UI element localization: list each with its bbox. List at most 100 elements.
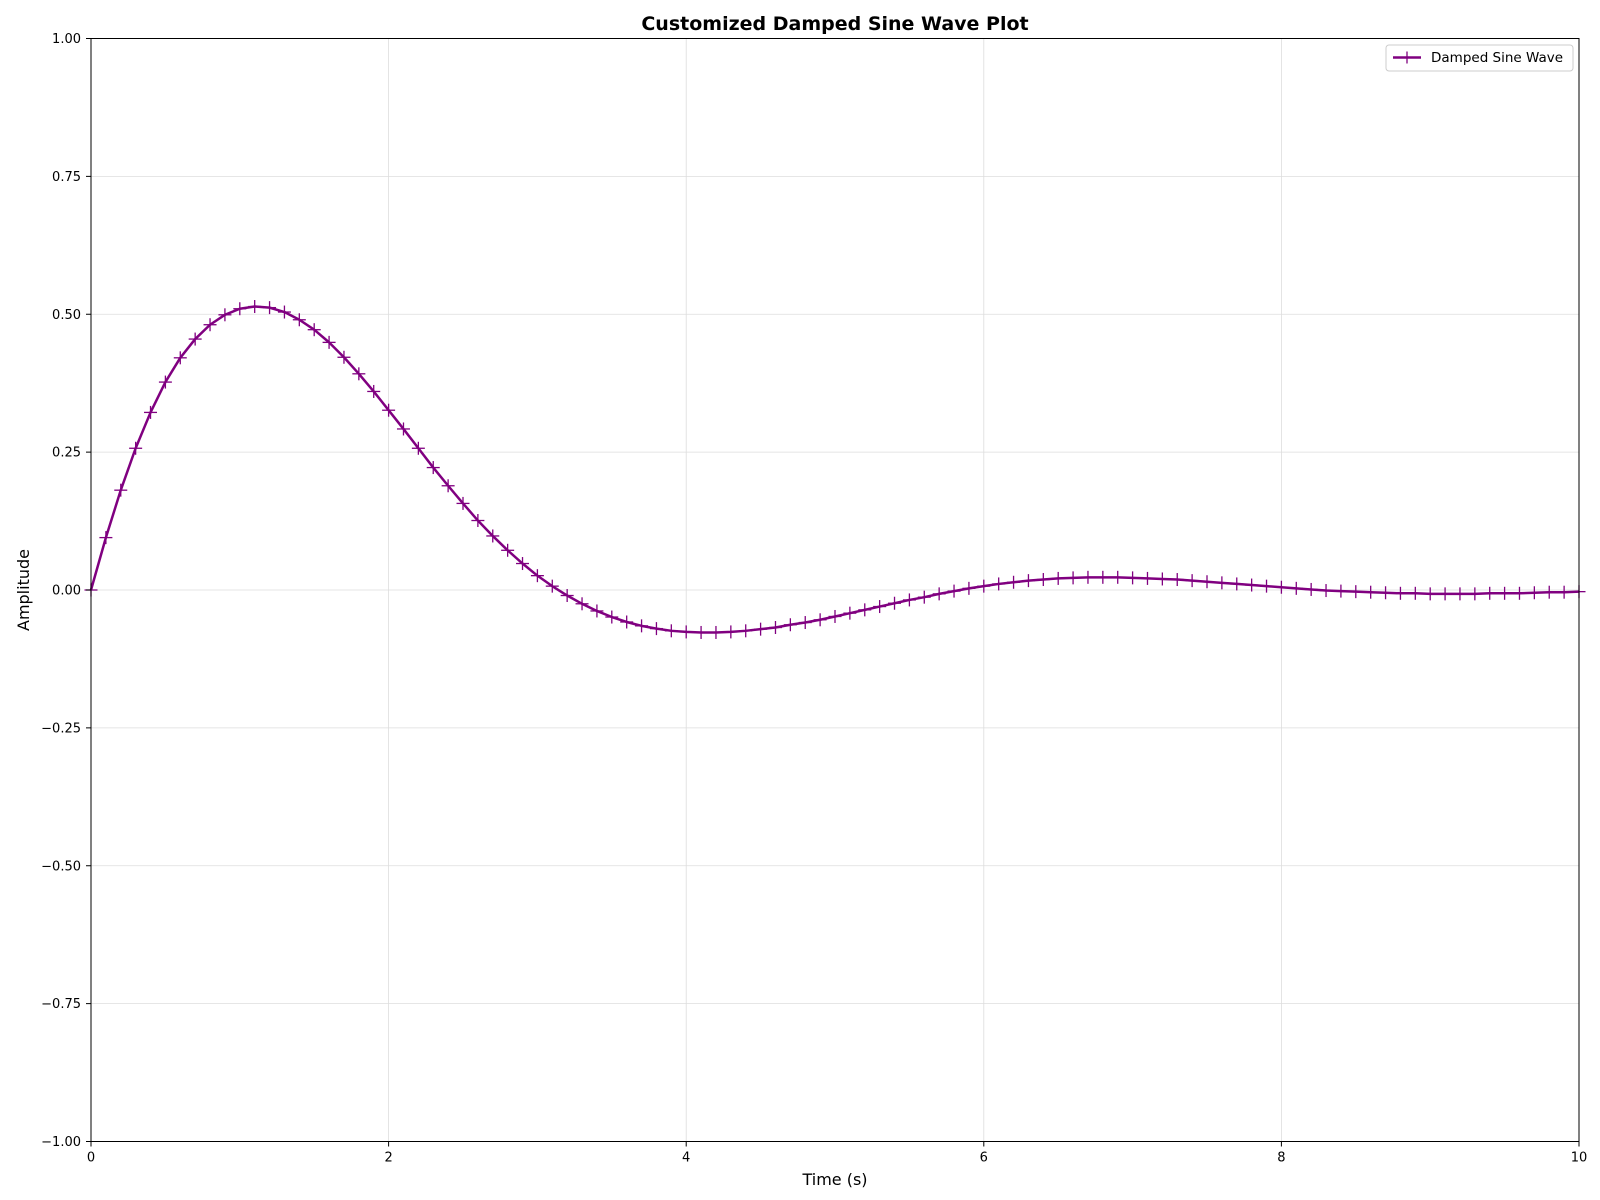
data-point-marker <box>962 581 976 595</box>
data-point-marker <box>813 613 827 627</box>
y-tick-label: 0.50 <box>52 308 81 323</box>
data-point-marker <box>1423 587 1437 601</box>
data-point-marker <box>1512 586 1526 600</box>
data-point-marker <box>1498 586 1512 600</box>
x-tick-label: 0 <box>87 1151 95 1166</box>
x-tick-label: 8 <box>1277 1151 1285 1166</box>
data-point-marker <box>1081 570 1095 584</box>
data-point-marker <box>99 531 113 545</box>
data-point-marker <box>1468 587 1482 601</box>
data-point-marker <box>709 625 723 639</box>
data-point-marker <box>1066 571 1080 585</box>
data-point-marker <box>396 422 410 436</box>
data-point-marker <box>1334 584 1348 598</box>
y-tick-label: −0.25 <box>41 721 81 736</box>
y-tick-label: −1.00 <box>41 1135 81 1150</box>
data-point-marker <box>144 405 158 419</box>
data-point-marker <box>1021 574 1035 588</box>
data-point-marker <box>441 479 455 493</box>
data-point-marker <box>322 335 336 349</box>
data-point-marker <box>1140 571 1154 585</box>
data-point-marker <box>1007 575 1021 589</box>
data-point-marker <box>947 584 961 598</box>
data-point-marker <box>1438 587 1452 601</box>
series-layer <box>84 300 1586 639</box>
data-point-marker <box>1215 576 1229 590</box>
legend: Damped Sine Wave <box>1385 44 1574 72</box>
data-point-marker <box>501 543 515 557</box>
data-point-marker <box>843 606 857 620</box>
data-point-marker <box>828 609 842 623</box>
y-tick-label: −0.50 <box>41 859 81 874</box>
data-point-marker <box>1364 585 1378 599</box>
data-point-marker <box>1557 585 1571 599</box>
data-point-marker <box>768 621 782 635</box>
data-point-marker <box>486 529 500 543</box>
data-point-marker <box>1453 587 1467 601</box>
data-point-marker <box>798 616 812 630</box>
data-point-marker <box>307 323 321 337</box>
data-point-marker <box>1527 586 1541 600</box>
data-point-marker <box>694 625 708 639</box>
y-tick-label: 0.25 <box>52 446 81 461</box>
data-point-marker <box>754 622 768 636</box>
data-point-marker <box>1185 574 1199 588</box>
x-tick-label: 2 <box>384 1151 392 1166</box>
y-axis: 1.00 0.75 0.50 0.25 0.00 −0.25 −0.50 −0.75 −1.00 <box>41 32 91 1150</box>
data-point-marker <box>337 350 351 364</box>
data-point-marker <box>516 557 530 571</box>
data-point-marker <box>1379 586 1393 600</box>
data-point-marker <box>218 308 232 322</box>
data-point-marker <box>173 351 187 365</box>
legend-box <box>1385 44 1574 72</box>
data-point-marker <box>1408 586 1422 600</box>
y-axis-label: Amplitude <box>14 549 33 631</box>
x-tick-label: 10 <box>1571 1151 1588 1166</box>
data-point-marker <box>739 624 753 638</box>
chart-title: Customized Damped Sine Wave Plot <box>641 13 1028 35</box>
data-point-marker <box>858 603 872 617</box>
data-point-marker <box>783 618 797 632</box>
data-point-marker <box>129 441 143 455</box>
y-tick-label: 0.75 <box>52 170 81 185</box>
data-point-marker <box>977 579 991 593</box>
data-point-marker <box>203 318 217 332</box>
data-point-marker <box>649 622 663 636</box>
data-point-marker <box>560 589 574 603</box>
data-point-marker <box>902 593 916 607</box>
data-point-marker <box>188 332 202 346</box>
data-point-marker <box>590 604 604 618</box>
y-tick-label: −0.75 <box>41 997 81 1012</box>
data-point-marker <box>456 496 470 510</box>
data-point-marker <box>263 301 277 315</box>
data-point-marker <box>1349 585 1363 599</box>
data-point-marker <box>530 569 544 583</box>
y-tick-label: 1.00 <box>52 32 81 47</box>
data-point-marker <box>292 313 306 327</box>
data-point-marker <box>277 305 291 319</box>
data-point-marker <box>233 302 247 316</box>
data-point-marker <box>1260 579 1274 593</box>
data-point-marker <box>1036 573 1050 587</box>
data-point-marker <box>635 619 649 633</box>
x-axis-label: Time (s) <box>801 1170 867 1189</box>
data-point-marker <box>575 597 589 611</box>
data-point-marker <box>664 624 678 638</box>
legend-label: Damped Sine Wave <box>1431 50 1563 66</box>
data-point-marker <box>679 625 693 639</box>
data-point-marker <box>367 384 381 398</box>
data-point-marker <box>1111 570 1125 584</box>
data-point-marker <box>1542 585 1556 599</box>
data-point-marker <box>382 403 396 417</box>
data-point-marker <box>248 300 262 314</box>
data-point-marker <box>1289 581 1303 595</box>
data-point-marker <box>1274 580 1288 594</box>
data-point-marker <box>411 441 425 455</box>
data-point-marker <box>1483 586 1497 600</box>
data-point-marker <box>158 375 172 389</box>
data-point-marker <box>1051 571 1065 585</box>
data-point-marker <box>1319 584 1333 598</box>
data-point-marker <box>352 367 366 381</box>
